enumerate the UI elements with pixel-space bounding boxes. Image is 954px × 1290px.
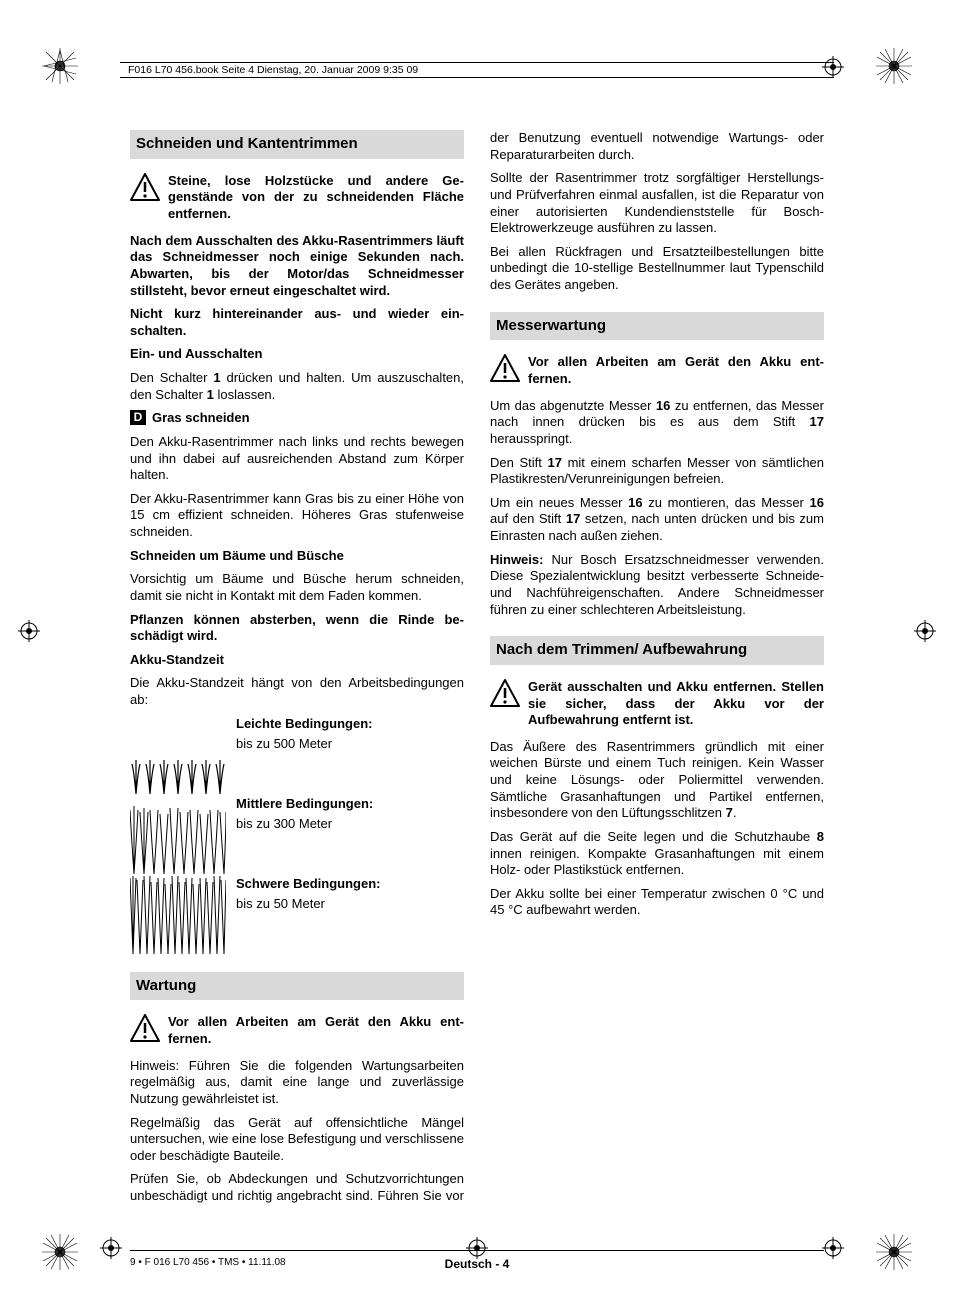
subheading-akku: Akku-Standzeit (130, 652, 464, 669)
grass-heavy-icon (130, 876, 226, 954)
body-text: Sollte der Rasentrimmer trotz sorgfältig… (490, 170, 824, 237)
section-title-messerwartung: Messerwartung (490, 312, 824, 341)
conditions-block: Leichte Bedingungen: bis zu 500 Meter Mi… (130, 716, 464, 954)
page-header-text: F016 L70 456.book Seite 4 Dienstag, 20. … (128, 64, 418, 76)
condition-row: Mittlere Bedingungen: bis zu 300 Meter (130, 796, 464, 874)
body-text: Pflanzen können absterben, wenn die Rind… (130, 612, 464, 645)
subheading-baum: Schneiden um Bäume und Büsche (130, 548, 464, 565)
condition-label: Schwere Bedingungen: (236, 876, 380, 893)
warning-text: Vor allen Arbeiten am Gerät den Akku ent… (168, 1014, 464, 1047)
warning-icon (490, 354, 520, 385)
section-title-nachtrimmen: Nach dem Trimmen/ Aufbewahrung (490, 636, 824, 665)
condition-text: Leichte Bedingungen: bis zu 500 Meter (236, 716, 373, 757)
body-text: Das Äußere des Rasentrimmers gründlich m… (490, 739, 824, 822)
body-text: Hinweis: Führen Sie die folgenden Wartun… (130, 1058, 464, 1108)
d-badge: D (130, 410, 146, 425)
warning-block: Vor allen Arbeiten am Gerät den Akku ent… (490, 354, 824, 387)
register-mark-icon (914, 620, 936, 645)
body-text: Den Schalter 1 drücken und halten. Um au… (130, 370, 464, 403)
condition-value: bis zu 50 Meter (236, 896, 380, 913)
body-text: Bei allen Rückfragen und Ersatzteilbeste… (490, 244, 824, 294)
body-text: Den Akku-Rasentrimmer nach links und rec… (130, 434, 464, 484)
body-text: Vorsichtig um Bäume und Büsche herum sch… (130, 571, 464, 604)
body-text: Nicht kurz hintereinander aus- und wiede… (130, 306, 464, 339)
body-text: Der Akku sollte bei einer Temperatur zwi… (490, 886, 824, 919)
warning-block: Gerät ausschalten und Akku entfernen. St… (490, 679, 824, 729)
body-text: Um ein neues Messer 16 zu montieren, das… (490, 495, 824, 545)
warning-block: Vor allen Arbeiten am Gerät den Akku ent… (130, 1014, 464, 1047)
body-text: Der Akku-Rasentrimmer kann Gras bis zu e… (130, 491, 464, 541)
condition-label: Mittlere Bedingungen: (236, 796, 373, 813)
hinweis-label: Hinweis: (490, 552, 543, 567)
body-text: Um das abgenutzte Messer 16 zu entfernen… (490, 398, 824, 448)
condition-row: Leichte Bedingungen: bis zu 500 Meter (130, 716, 464, 794)
warning-icon (130, 1014, 160, 1045)
warning-icon (490, 679, 520, 710)
body-text: Den Stift 17 mit einem scharfen Messer v… (490, 455, 824, 488)
warning-block: Steine, lose Holzstücke und andere Ge­ge… (130, 173, 464, 223)
section-title-wartung: Wartung (130, 972, 464, 1001)
footer-left: 9 • F 016 L70 456 • TMS • 11.11.08 (130, 1257, 286, 1268)
register-mark-icon (822, 1237, 844, 1262)
page-content: Schneiden und Kantentrimmen Steine, lose… (130, 130, 824, 1220)
body-text: Das Gerät auf die Seite legen und die Sc… (490, 829, 824, 879)
warning-text: Steine, lose Holzstücke und andere Ge­ge… (168, 173, 464, 223)
condition-value: bis zu 500 Meter (236, 736, 373, 753)
page-footer: 9 • F 016 L70 456 • TMS • 11.11.08 Deuts… (130, 1250, 824, 1268)
crop-sunburst-icon (42, 48, 78, 84)
crop-sunburst-icon (876, 48, 912, 84)
condition-text: Schwere Bedingungen: bis zu 50 Meter (236, 876, 380, 917)
condition-row: Schwere Bedingungen: bis zu 50 Meter (130, 876, 464, 954)
register-mark-icon (18, 620, 40, 645)
warning-icon (130, 173, 160, 204)
body-text: Nach dem Ausschalten des Akku-Rasentrim­… (130, 233, 464, 300)
subheading-gras: D Gras schneiden (130, 410, 464, 427)
body-text: Regelmäßig das Gerät auf offensichtliche… (130, 1115, 464, 1165)
subheading-onoff: Ein- und Ausschalten (130, 346, 464, 363)
crop-sunburst-icon (42, 1234, 78, 1270)
condition-text: Mittlere Bedingungen: bis zu 300 Meter (236, 796, 373, 837)
warning-text: Vor allen Arbeiten am Gerät den Akku ent… (528, 354, 824, 387)
condition-label: Leichte Bedingungen: (236, 716, 373, 733)
page-header-line: F016 L70 456.book Seite 4 Dienstag, 20. … (120, 62, 834, 78)
body-text: Die Akku-Standzeit hängt von den Arbeits… (130, 675, 464, 708)
condition-value: bis zu 300 Meter (236, 816, 373, 833)
crop-sunburst-icon (876, 1234, 912, 1270)
footer-center: Deutsch - 4 (445, 1257, 510, 1271)
warning-text: Gerät ausschalten und Akku entfernen. St… (528, 679, 824, 729)
section-title-schneiden: Schneiden und Kantentrimmen (130, 130, 464, 159)
manual-page: F016 L70 456.book Seite 4 Dienstag, 20. … (0, 0, 954, 1290)
subheading-gras-text: Gras schneiden (152, 410, 250, 425)
register-mark-icon (100, 1237, 122, 1262)
body-text: Hinweis: Nur Bosch Ersatzschneidmesser v… (490, 552, 824, 619)
grass-light-icon (130, 716, 226, 794)
grass-medium-icon (130, 796, 226, 874)
